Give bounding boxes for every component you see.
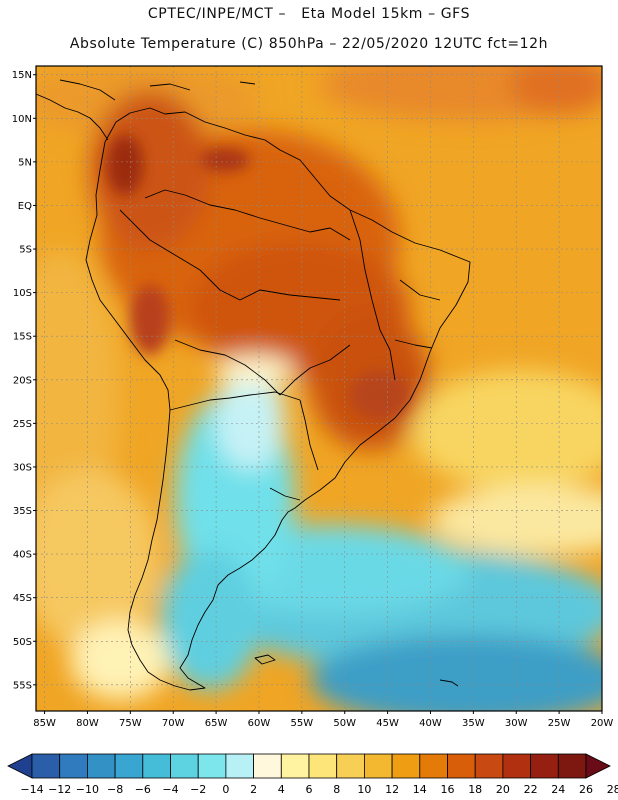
colorbar-label: 14 <box>413 783 427 796</box>
colorbar-label: −2 <box>190 783 206 796</box>
colorbar-box <box>253 753 282 779</box>
lat-label: 45S <box>13 593 32 604</box>
lat-label: 15N <box>12 70 32 81</box>
colorbar-box <box>391 753 421 779</box>
colorbar-label: −10 <box>76 783 99 796</box>
map-subtitle: Absolute Temperature (C) 850hPa – 22/05/… <box>69 36 549 52</box>
lat-label: 55S <box>13 680 32 691</box>
colorbar-label: 0 <box>222 783 229 796</box>
colorbar-box <box>363 753 393 779</box>
colorbar-label: −12 <box>48 783 71 796</box>
lat-label: 50S <box>13 637 32 648</box>
colorbar-label: 24 <box>551 783 565 796</box>
lon-label: 75W <box>119 718 142 729</box>
lon-label: 25W <box>548 718 571 729</box>
colorbar-box <box>530 753 559 779</box>
colorbar-label: 8 <box>333 783 340 796</box>
colorbar-label: 10 <box>357 783 371 796</box>
lon-label: 50W <box>333 718 356 729</box>
colorbar-box <box>474 753 504 779</box>
colorbar-box <box>336 753 365 779</box>
lon-label: 20W <box>591 718 614 729</box>
longitude-labels: 85W 80W 75W 70W 65W 60W 55W 50W 45W 40W 35W 30W 25W 2… <box>33 711 613 729</box>
colorbar-labels: −14 −12 −10 −8 −6 −4 −2 0 2 4 6 8 10 12 14 16 18 20 22 24 26… <box>20 783 618 796</box>
colorbar-box <box>447 753 476 779</box>
colorbar-label: −6 <box>135 783 151 796</box>
colorbar-label: 4 <box>278 783 285 796</box>
lon-label: 45W <box>376 718 399 729</box>
lat-label: 15S <box>13 332 32 343</box>
colorbar-triangle-low <box>7 753 33 779</box>
lon-label: 40W <box>419 718 442 729</box>
colorbar-label: 2 <box>250 783 257 796</box>
colorbar-box <box>31 753 61 779</box>
lon-label: 35W <box>462 718 485 729</box>
lat-label: 5N <box>18 157 32 168</box>
colorbar-box <box>419 753 448 779</box>
colorbar-label: 18 <box>468 783 482 796</box>
lat-label: 40S <box>13 550 32 561</box>
colorbar-label: 26 <box>579 783 593 796</box>
colorbar-box <box>308 753 338 779</box>
colorbar-label: −4 <box>162 783 178 796</box>
graticule <box>36 66 602 711</box>
lat-label: 25S <box>13 419 32 430</box>
lat-label: 35S <box>13 506 32 517</box>
lon-label: 65W <box>205 718 228 729</box>
map-title: CPTEC/INPE/MCT – Eta Model 15km – GFS <box>147 6 471 22</box>
colorbar-box <box>170 753 199 779</box>
colorbar-label: −8 <box>107 783 123 796</box>
colorbar-box <box>557 753 587 779</box>
lon-label: 60W <box>248 718 271 729</box>
colorbar-box <box>142 753 171 779</box>
colorbar-label: −14 <box>20 783 43 796</box>
lat-label: 5S <box>19 245 32 256</box>
colorbar-label: 22 <box>524 783 538 796</box>
colorbar-label: 6 <box>306 783 313 796</box>
lon-label: 85W <box>33 718 56 729</box>
lat-label: 10S <box>13 288 32 299</box>
colorbar-label: 12 <box>385 783 399 796</box>
lon-label: 30W <box>505 718 528 729</box>
colorbar-label: 16 <box>441 783 455 796</box>
coastlines <box>36 79 471 691</box>
colorbar-box <box>225 753 254 779</box>
lon-label: 70W <box>162 718 185 729</box>
map-frame <box>35 65 603 712</box>
colorbar-box <box>59 753 88 779</box>
lat-label: 10N <box>12 114 32 125</box>
lat-label: EQ <box>18 201 32 212</box>
colorbar-box <box>502 753 531 779</box>
colorbar-label: 28 <box>607 783 618 796</box>
colorbar-box <box>87 753 116 779</box>
colorbar-triangle-high <box>585 753 611 779</box>
latitude-labels: 15N 10N 5N EQ 5S 10S 15S 20S 25S 30S 35S 40S 45S 50S 5… <box>12 70 36 691</box>
lat-label: 30S <box>13 462 32 473</box>
lat-label: 20S <box>13 375 32 386</box>
lon-label: 55W <box>291 718 314 729</box>
colorbar-box <box>114 753 144 779</box>
colorbar-box <box>197 753 227 779</box>
colorbar-box <box>280 753 310 779</box>
colorbar <box>7 753 611 779</box>
lon-label: 80W <box>76 718 99 729</box>
colorbar-label: 20 <box>496 783 510 796</box>
temperature-field <box>36 66 602 711</box>
